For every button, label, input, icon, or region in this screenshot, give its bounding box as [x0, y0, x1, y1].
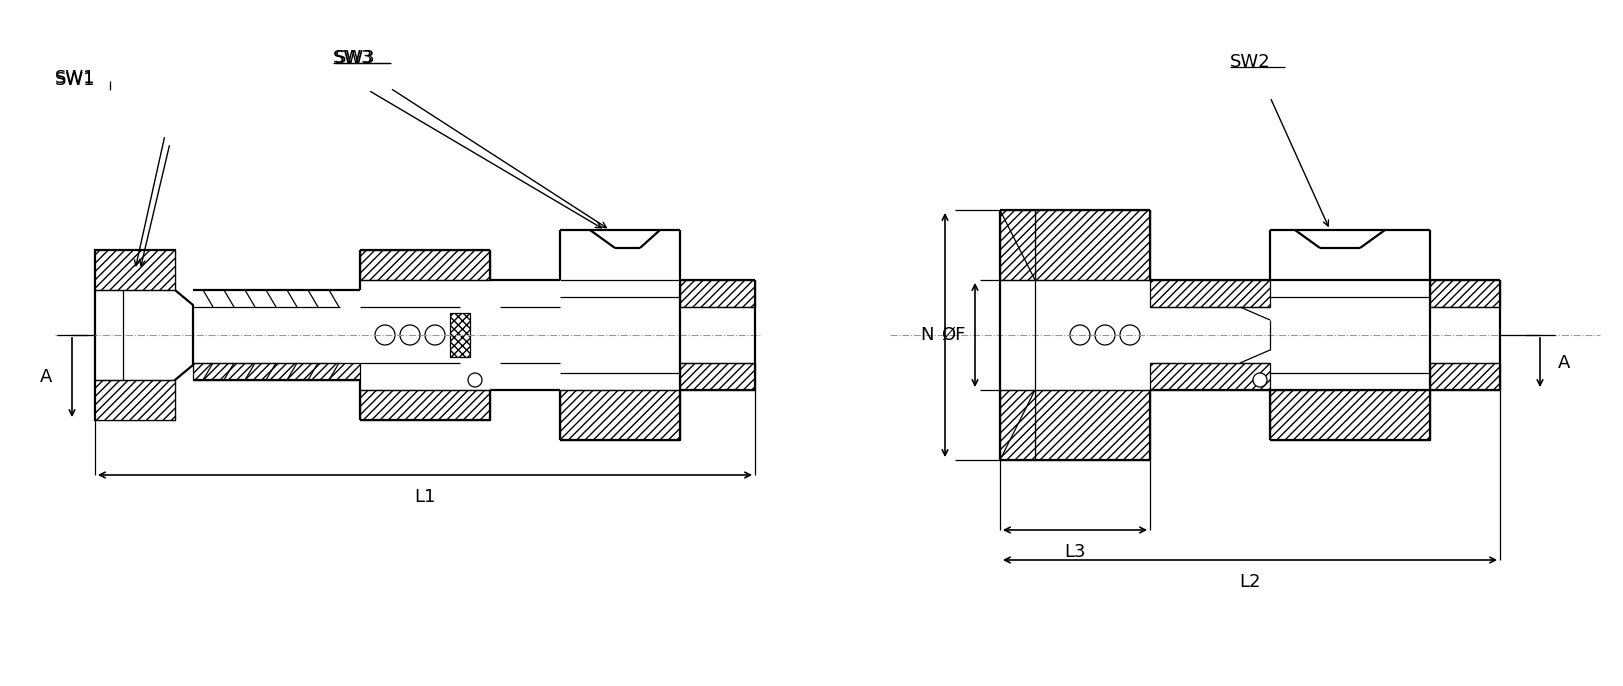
Polygon shape [560, 390, 680, 440]
Text: SW3: SW3 [334, 49, 375, 67]
Circle shape [399, 325, 420, 345]
Polygon shape [1269, 390, 1430, 440]
Polygon shape [1430, 280, 1500, 307]
Circle shape [1253, 373, 1266, 387]
Polygon shape [1149, 363, 1269, 390]
Circle shape [1094, 325, 1115, 345]
Circle shape [467, 373, 482, 387]
Polygon shape [1000, 210, 1034, 280]
Text: L3: L3 [1063, 543, 1086, 561]
Polygon shape [680, 280, 755, 307]
Text: SW1: SW1 [55, 71, 96, 89]
Text: A: A [39, 368, 52, 386]
Polygon shape [1000, 390, 1034, 460]
Polygon shape [94, 250, 175, 290]
Circle shape [1120, 325, 1139, 345]
Text: ØF: ØF [940, 326, 964, 344]
Polygon shape [94, 380, 175, 420]
Polygon shape [1149, 280, 1269, 307]
Polygon shape [1430, 363, 1500, 390]
Circle shape [425, 325, 445, 345]
Text: SW1: SW1 [55, 69, 96, 87]
Text: A: A [1556, 354, 1569, 372]
Text: N: N [920, 326, 933, 344]
Circle shape [375, 325, 394, 345]
Polygon shape [360, 390, 490, 420]
Polygon shape [360, 250, 490, 280]
Circle shape [1070, 325, 1089, 345]
Text: SW2: SW2 [1229, 53, 1269, 71]
Polygon shape [450, 313, 469, 357]
Text: SW3: SW3 [333, 49, 373, 67]
Polygon shape [1034, 210, 1149, 280]
Polygon shape [193, 363, 360, 380]
Polygon shape [94, 250, 193, 420]
Polygon shape [680, 363, 755, 390]
Polygon shape [1034, 390, 1149, 460]
Text: L1: L1 [414, 488, 435, 506]
Text: L2: L2 [1238, 573, 1259, 591]
